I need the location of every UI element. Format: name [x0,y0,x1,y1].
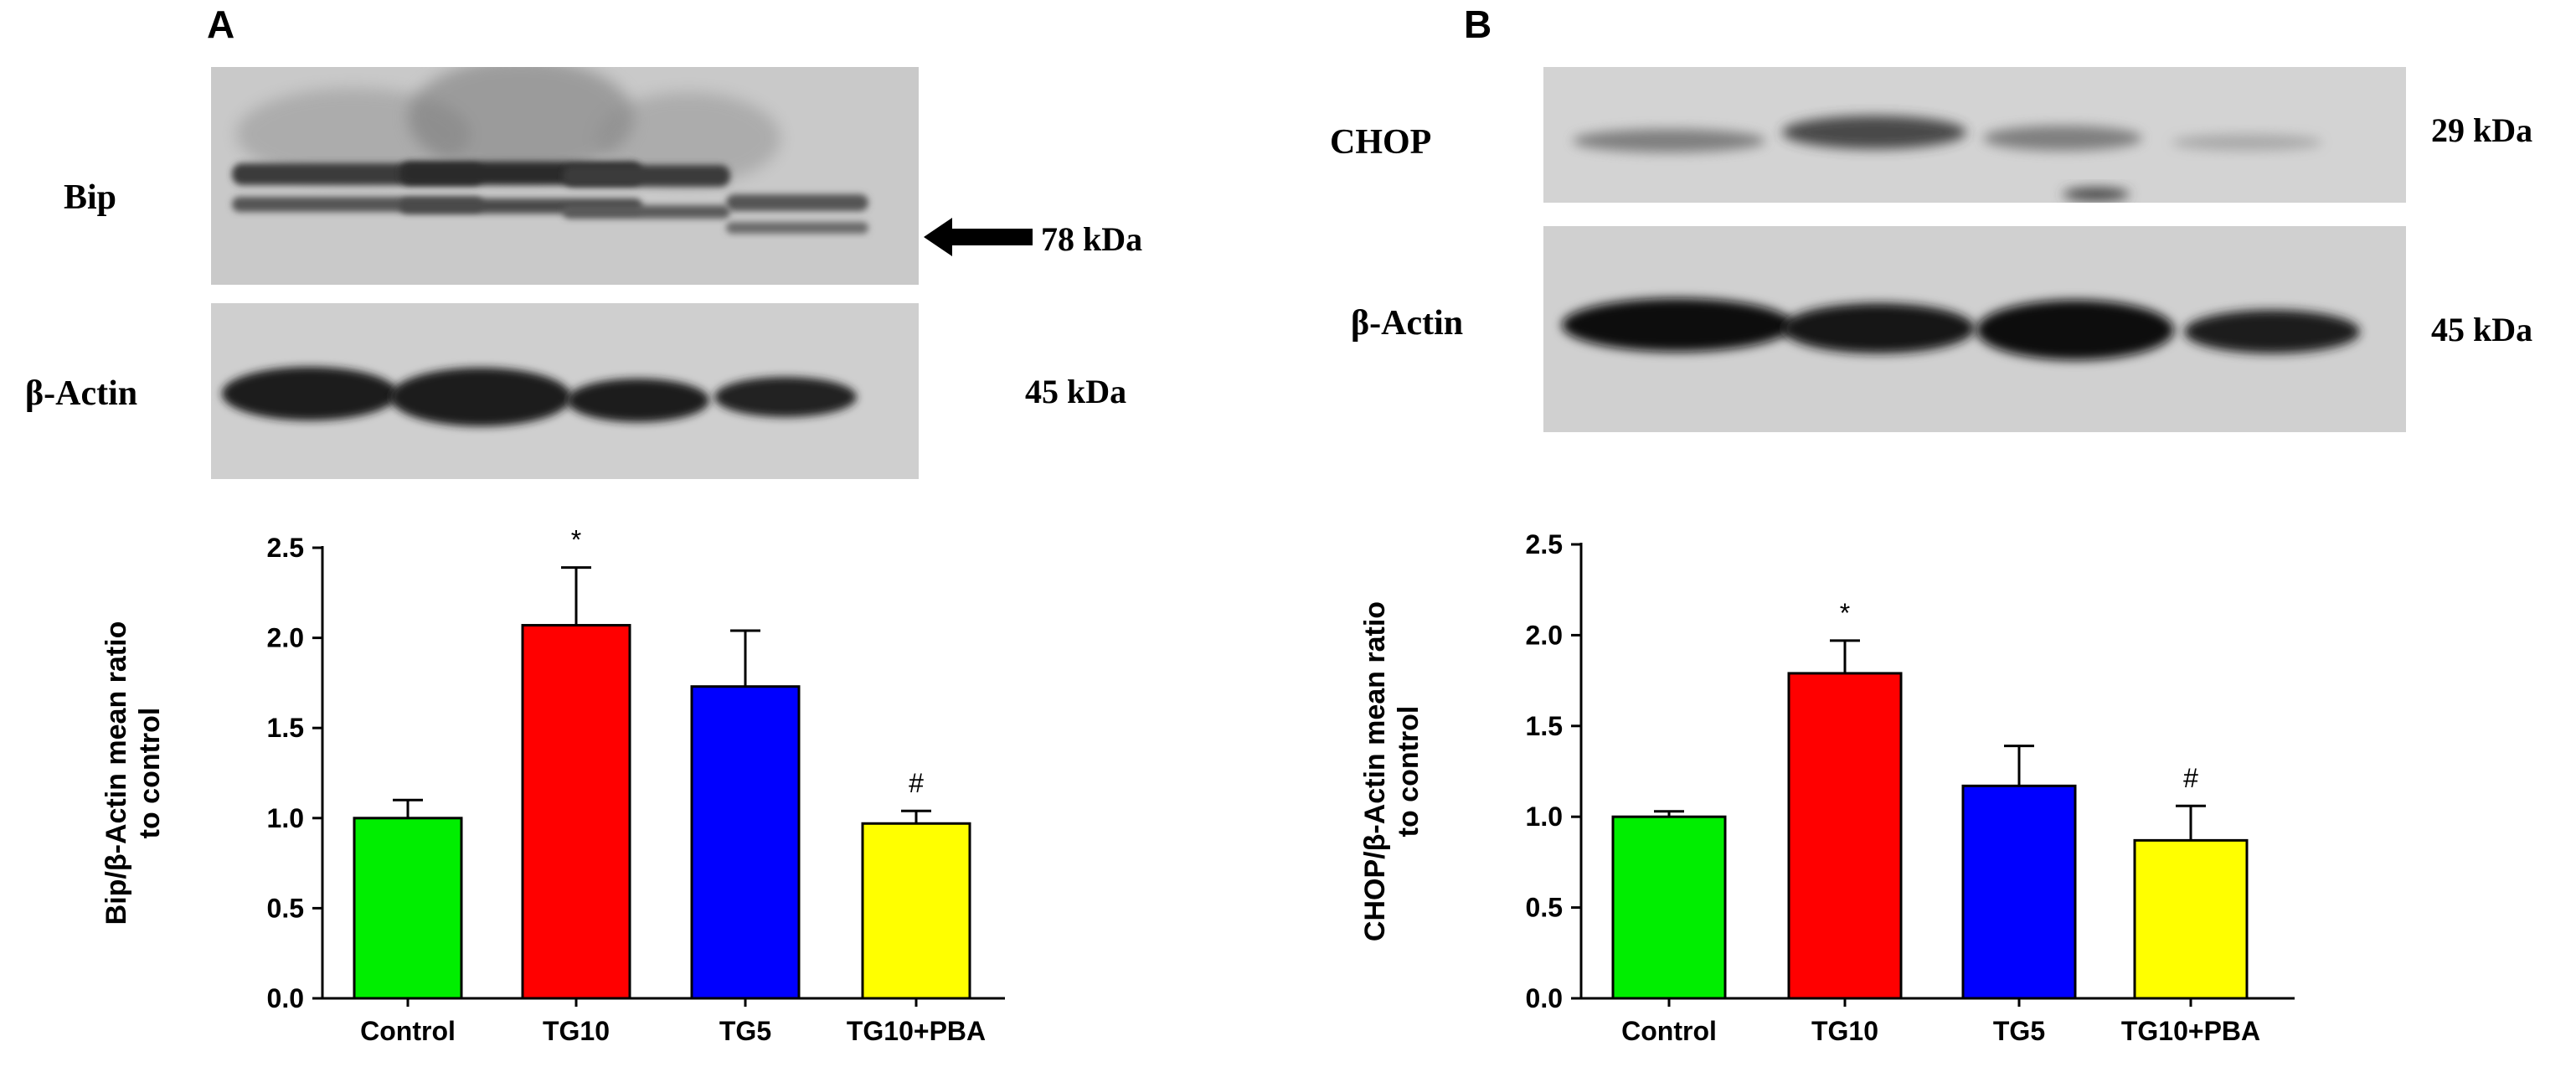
y-tick-label: 2.5 [267,533,304,563]
y-tick-label: 1.5 [1526,711,1563,741]
bip-kda: 78 kDa [1041,220,1143,258]
actin-kda-b: 45 kDa [2431,311,2533,348]
actin-kda-a: 45 kDa [1025,373,1127,410]
chop-bar-chart: 0.0 0.5 1.0 1.5 2.0 2.5 CHOP/β-Actin mean rati… [1359,529,2295,1046]
category-label: Control [360,1016,456,1046]
actin-label-a: β-Actin [25,374,138,413]
bar-control [353,817,463,1000]
bip-blot [211,67,919,285]
y-tick-label: 2.0 [1526,620,1563,650]
y-tick-label: 0.0 [1526,983,1563,1013]
actin-blot-b [1543,226,2406,432]
y-tick-label: 0.5 [1526,893,1563,923]
chop-kda: 29 kDa [2431,111,2533,149]
category-label: TG10+PBA [2121,1016,2260,1046]
bar-tg10-pba [2133,838,2249,1000]
left-arrow-icon [924,216,1033,258]
bar-tg5 [690,685,801,1000]
panel-a-letter: A [207,3,235,46]
y-tick-label: 0.0 [267,983,304,1013]
bar-control [1611,815,1727,1000]
y-axis-title-line1: CHOP/β-Actin mean ratio [1359,601,1391,941]
bip-label: Bip [64,178,117,217]
actin-blot-a [211,303,919,479]
bar-tg10 [521,624,631,1000]
y-tick-label: 2.0 [267,623,304,653]
category-label: TG5 [1993,1016,2045,1046]
category-label: TG5 [719,1016,771,1046]
bar-tg5 [1961,784,2077,1000]
chop-blot [1543,67,2406,203]
panel-b-letter: B [1464,3,1492,46]
y-axis-title: Bip/β-Actin mean ratioto control [100,621,166,925]
significance-marker: * [1840,598,1850,628]
y-tick-label: 0.5 [267,893,304,923]
bip-bar-chart: 0.0 0.5 1.0 1.5 2.0 2.5 Bip/β-Actin mean ratio… [100,525,1005,1046]
bar-tg10 [1787,672,1903,1000]
y-tick-label: 1.0 [1526,802,1563,832]
y-tick-label: 1.0 [267,803,304,833]
y-tick-label: 2.5 [1526,529,1563,559]
y-axis-title-line2: to control [134,708,166,839]
y-axis-title-line2: to control [1393,706,1425,838]
category-label: TG10 [543,1016,610,1046]
significance-marker: * [571,525,581,555]
chop-label: CHOP [1330,123,1432,162]
significance-marker: # [909,768,924,798]
significance-marker: # [2183,763,2198,793]
y-tick-label: 1.5 [267,713,304,743]
y-axis-title: CHOP/β-Actin mean ratioto control [1359,601,1425,941]
y-axis-title-line1: Bip/β-Actin mean ratio [100,621,132,925]
bar-tg10-pba [861,822,971,1000]
actin-label-b: β-Actin [1351,304,1464,343]
category-label: TG10+PBA [847,1016,986,1046]
category-label: TG10 [1811,1016,1878,1046]
category-label: Control [1621,1016,1717,1046]
